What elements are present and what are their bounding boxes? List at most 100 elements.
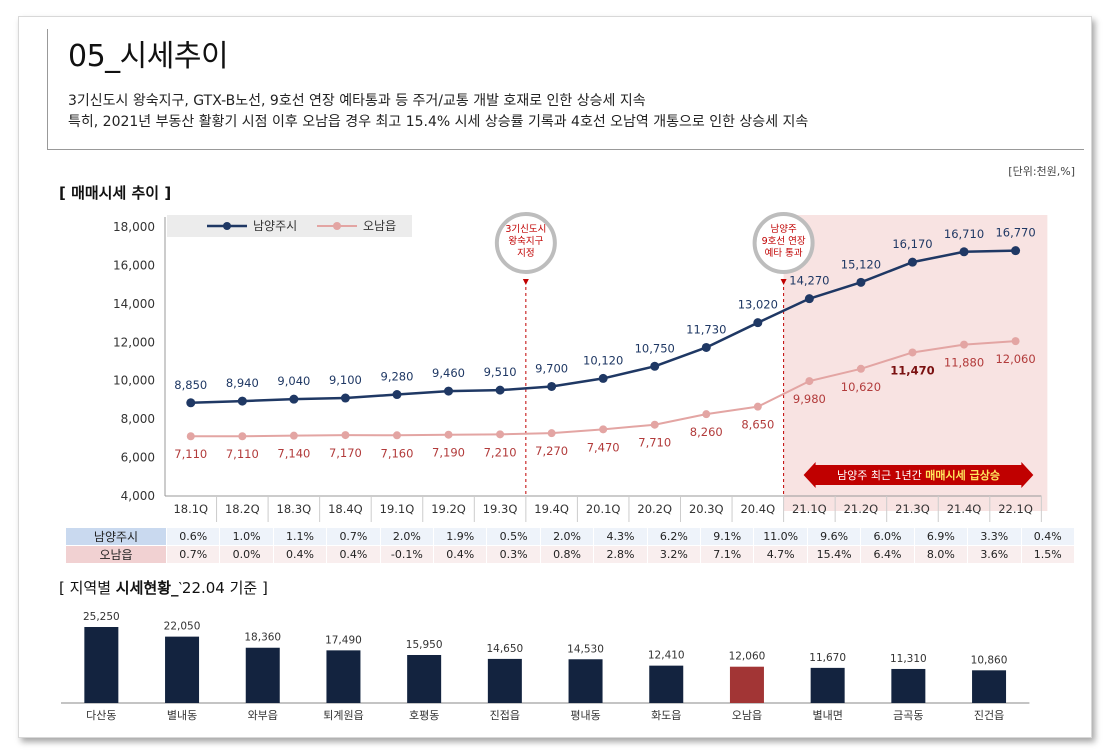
annotation-arrow [522, 279, 529, 285]
bar-category-label: 호평동 [409, 709, 439, 722]
data-label-namyangju: 8,940 [226, 376, 259, 390]
x-tick-label: 18.2Q [225, 502, 260, 516]
data-label-onam: 7,710 [638, 436, 671, 450]
bar-category-label: 와부읍 [248, 709, 278, 722]
legend-box [167, 215, 412, 237]
y-tick-label: 8,000 [121, 412, 155, 426]
series-namyangju-point [289, 394, 299, 404]
series-namyangju-point [495, 385, 505, 395]
bar-value-label: 15,950 [406, 639, 443, 651]
bar [165, 636, 200, 703]
data-label-namyangju: 11,730 [686, 322, 726, 336]
series-onam-point [186, 432, 195, 441]
series-onam-point [753, 402, 762, 411]
rate-onam-cell: 0.0% [219, 545, 274, 564]
bar-category-label: 별내면 [812, 709, 842, 722]
y-tick-label: 16,000 [113, 258, 155, 272]
series-onam-point [805, 377, 814, 386]
description: 3기신도시 왕숙지구, GTX-B노선, 9호선 연장 예타통과 등 주거/교통… [68, 91, 808, 133]
data-label-onam: 8,260 [690, 425, 723, 439]
bar [245, 647, 280, 703]
x-tick-label: 21.4Q [947, 502, 982, 516]
header: 05_시세추이 3기신도시 왕숙지구, GTX-B노선, 9호선 연장 예타통과… [47, 29, 1084, 150]
series-onam-point [496, 430, 505, 439]
data-label-onam: 7,110 [226, 447, 259, 461]
annotation-text: 3기신도시 [505, 224, 546, 235]
series-namyangju-point [907, 257, 917, 267]
series-namyangju-point [650, 361, 660, 371]
data-label-namyangju: 8,850 [174, 378, 207, 392]
rate-row-onam: 오남읍 0.7% 0.0% 0.4% 0.4% -0.1% 0.4% 0.3% 0.8% 2.8%… [65, 545, 1075, 564]
series-onam-point [547, 429, 556, 438]
bar-value-label: 22,050 [164, 621, 201, 633]
section2-prefix: [ 지역별 [59, 579, 116, 597]
x-tick-label: 21.3Q [895, 502, 930, 516]
x-tick-label: 19.4Q [534, 502, 569, 516]
series-namyangju-point [804, 294, 814, 304]
data-label-onam: 7,270 [535, 444, 568, 458]
series-onam-point [650, 420, 659, 429]
description-line-1: 3기신도시 왕숙지구, GTX-B노선, 9호선 연장 예타통과 등 주거/교통… [68, 93, 646, 109]
data-label-namyangju: 9,100 [329, 373, 362, 387]
series-namyangju-point [753, 318, 763, 328]
rate-onam-cell: 0.7% [165, 545, 221, 564]
legend-label-onam: 오남읍 [363, 219, 396, 233]
series-onam-point [444, 430, 453, 439]
rate-onam-cell: 0.3% [486, 545, 541, 564]
description-line-2: 특히, 2021년 부동산 활황기 시점 이후 오남읍 경우 최고 15.4% … [68, 114, 809, 130]
bar [407, 654, 442, 703]
y-tick-label: 12,000 [113, 335, 155, 349]
series-onam-point [599, 425, 608, 434]
series-namyangju-point [340, 393, 350, 403]
bar-value-label: 14,530 [567, 643, 604, 655]
data-label-namyangju: 10,750 [635, 341, 675, 355]
bar [326, 650, 361, 703]
bar [84, 627, 119, 703]
rate-onam-cell: 0.4% [272, 545, 328, 564]
section2-bold: 시세현황_ [115, 579, 179, 597]
bar [729, 666, 764, 703]
rate-namyangju-cell: 4.3% [593, 527, 648, 546]
x-tick-label: 18.4Q [328, 502, 363, 516]
section2-suffix: ‵22.04 기준 ] [178, 579, 268, 597]
rate-onam-cell: 7.1% [700, 545, 755, 564]
bar-category-label: 화도읍 [651, 709, 681, 722]
data-label-namyangju: 9,040 [277, 374, 310, 388]
bar-value-label: 25,250 [83, 611, 120, 623]
bar [891, 668, 926, 703]
bar-category-label: 별내동 [167, 709, 197, 722]
legend-label-namyangju: 남양주시 [253, 219, 297, 233]
rate-onam-cell: 15.4% [806, 545, 862, 564]
rate-namyangju-cell: 6.9% [913, 527, 969, 546]
bar-category-label: 평내동 [570, 709, 600, 722]
bar-value-label: 11,670 [809, 652, 846, 664]
data-label-onam: 9,980 [793, 392, 826, 406]
rate-namyangju-cell: 2.0% [379, 527, 435, 546]
data-label-onam: 8,650 [741, 418, 774, 432]
section-title-regional: [ 지역별 시세현황_‵22.04 기준 ] [59, 577, 268, 598]
bar-category-label: 다산동 [86, 709, 116, 722]
rate-namyangju-cell: 6.2% [646, 527, 702, 546]
x-tick-label: 22.1Q [998, 502, 1033, 516]
data-label-namyangju: 16,170 [892, 237, 932, 251]
data-label-onam: 10,620 [841, 380, 881, 394]
banner-text-bold: 매매시세 급상승 [925, 468, 1000, 482]
data-label-onam: 7,160 [381, 446, 414, 460]
data-label-namyangju: 16,770 [995, 226, 1035, 240]
data-label-namyangju: 9,700 [535, 361, 568, 375]
y-tick-label: 14,000 [113, 297, 155, 311]
series-namyangju-point [856, 277, 866, 287]
series-namyangju-point [392, 390, 402, 400]
unit-label: [단위:천원,%] [1008, 165, 1075, 178]
x-tick-label: 20.1Q [586, 502, 621, 516]
x-tick-label: 21.1Q [792, 502, 827, 516]
y-tick-label: 10,000 [113, 374, 155, 388]
rate-namyangju-cell: 0.4% [1020, 527, 1075, 546]
data-label-namyangju: 9,460 [432, 366, 465, 380]
rate-namyangju-cell: 1.1% [272, 527, 328, 546]
highlight-banner-text: 남양주 최근 1년간 매매시세 급상승 [837, 468, 1000, 482]
data-label-onam: 7,110 [174, 447, 207, 461]
rate-namyangju-cell: 9.1% [700, 527, 755, 546]
bar-value-label: 14,650 [486, 643, 523, 655]
x-tick-label: 21.2Q [844, 502, 879, 516]
